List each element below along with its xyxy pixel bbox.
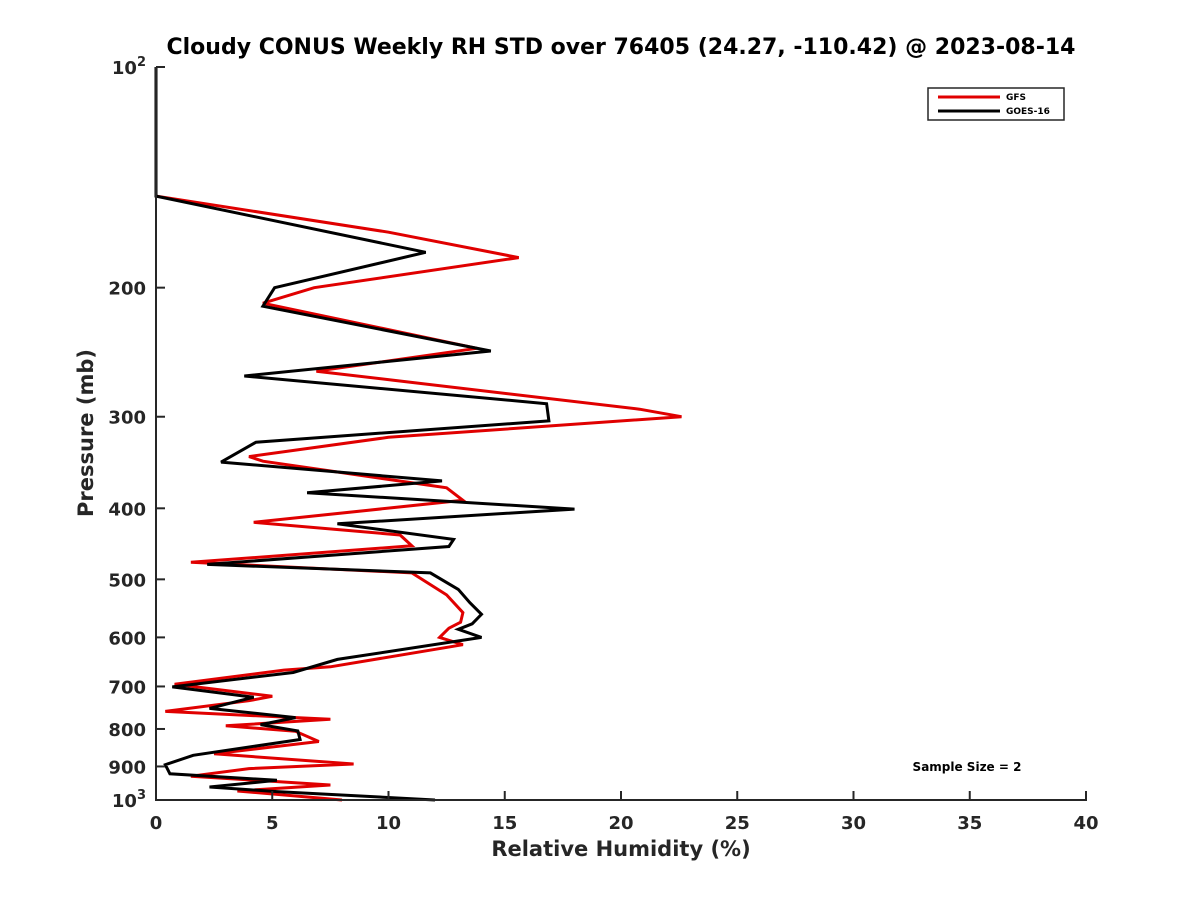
- y-tick-label: 800: [108, 720, 146, 741]
- x-tick-label: 10: [376, 813, 401, 834]
- series-line-gfs: [154, 67, 682, 802]
- y-tick-exponent: 3: [137, 788, 146, 803]
- x-tick-label: 35: [957, 813, 982, 834]
- legend: GFS GOES-16: [927, 87, 1065, 121]
- x-tick-label: 15: [492, 813, 517, 834]
- x-tick-label: 25: [725, 813, 750, 834]
- y-tick-label: 300: [108, 408, 146, 429]
- y-tick-label: 400: [108, 499, 146, 520]
- y-tick-label-power: 103: [112, 788, 146, 812]
- x-axis-ticks: 0 5 10 15 20 25 30 35 40: [150, 791, 1099, 834]
- y-tick-label: 900: [108, 757, 146, 778]
- legend-box: [927, 87, 1065, 121]
- y-tick-exponent: 2: [137, 55, 146, 70]
- chart-title: Cloudy CONUS Weekly RH STD over 76405 (2…: [167, 35, 1076, 60]
- legend-label-gfs: GFS: [1006, 93, 1026, 103]
- x-tick-label: 0: [150, 813, 163, 834]
- plot-area: [154, 67, 682, 802]
- y-tick-label: 500: [108, 570, 146, 591]
- x-tick-label: 20: [608, 813, 633, 834]
- y-axis-label: Pressure (mb): [74, 349, 98, 517]
- x-tick-label: 5: [266, 813, 279, 834]
- y-tick-label: 600: [108, 628, 146, 649]
- y-tick-base: 10: [112, 58, 137, 79]
- legend-label-goes16: GOES-16: [1006, 107, 1050, 117]
- series-line-goes16: [154, 67, 575, 802]
- y-tick-base: 10: [112, 791, 137, 812]
- y-tick-label-power: 102: [112, 55, 146, 79]
- y-tick-label: 700: [108, 677, 146, 698]
- x-tick-label: 40: [1073, 813, 1098, 834]
- x-tick-label: 30: [841, 813, 866, 834]
- sample-size-annotation: Sample Size = 2: [913, 760, 1022, 774]
- y-tick-label: 200: [108, 279, 146, 300]
- x-axis-label: Relative Humidity (%): [491, 837, 750, 861]
